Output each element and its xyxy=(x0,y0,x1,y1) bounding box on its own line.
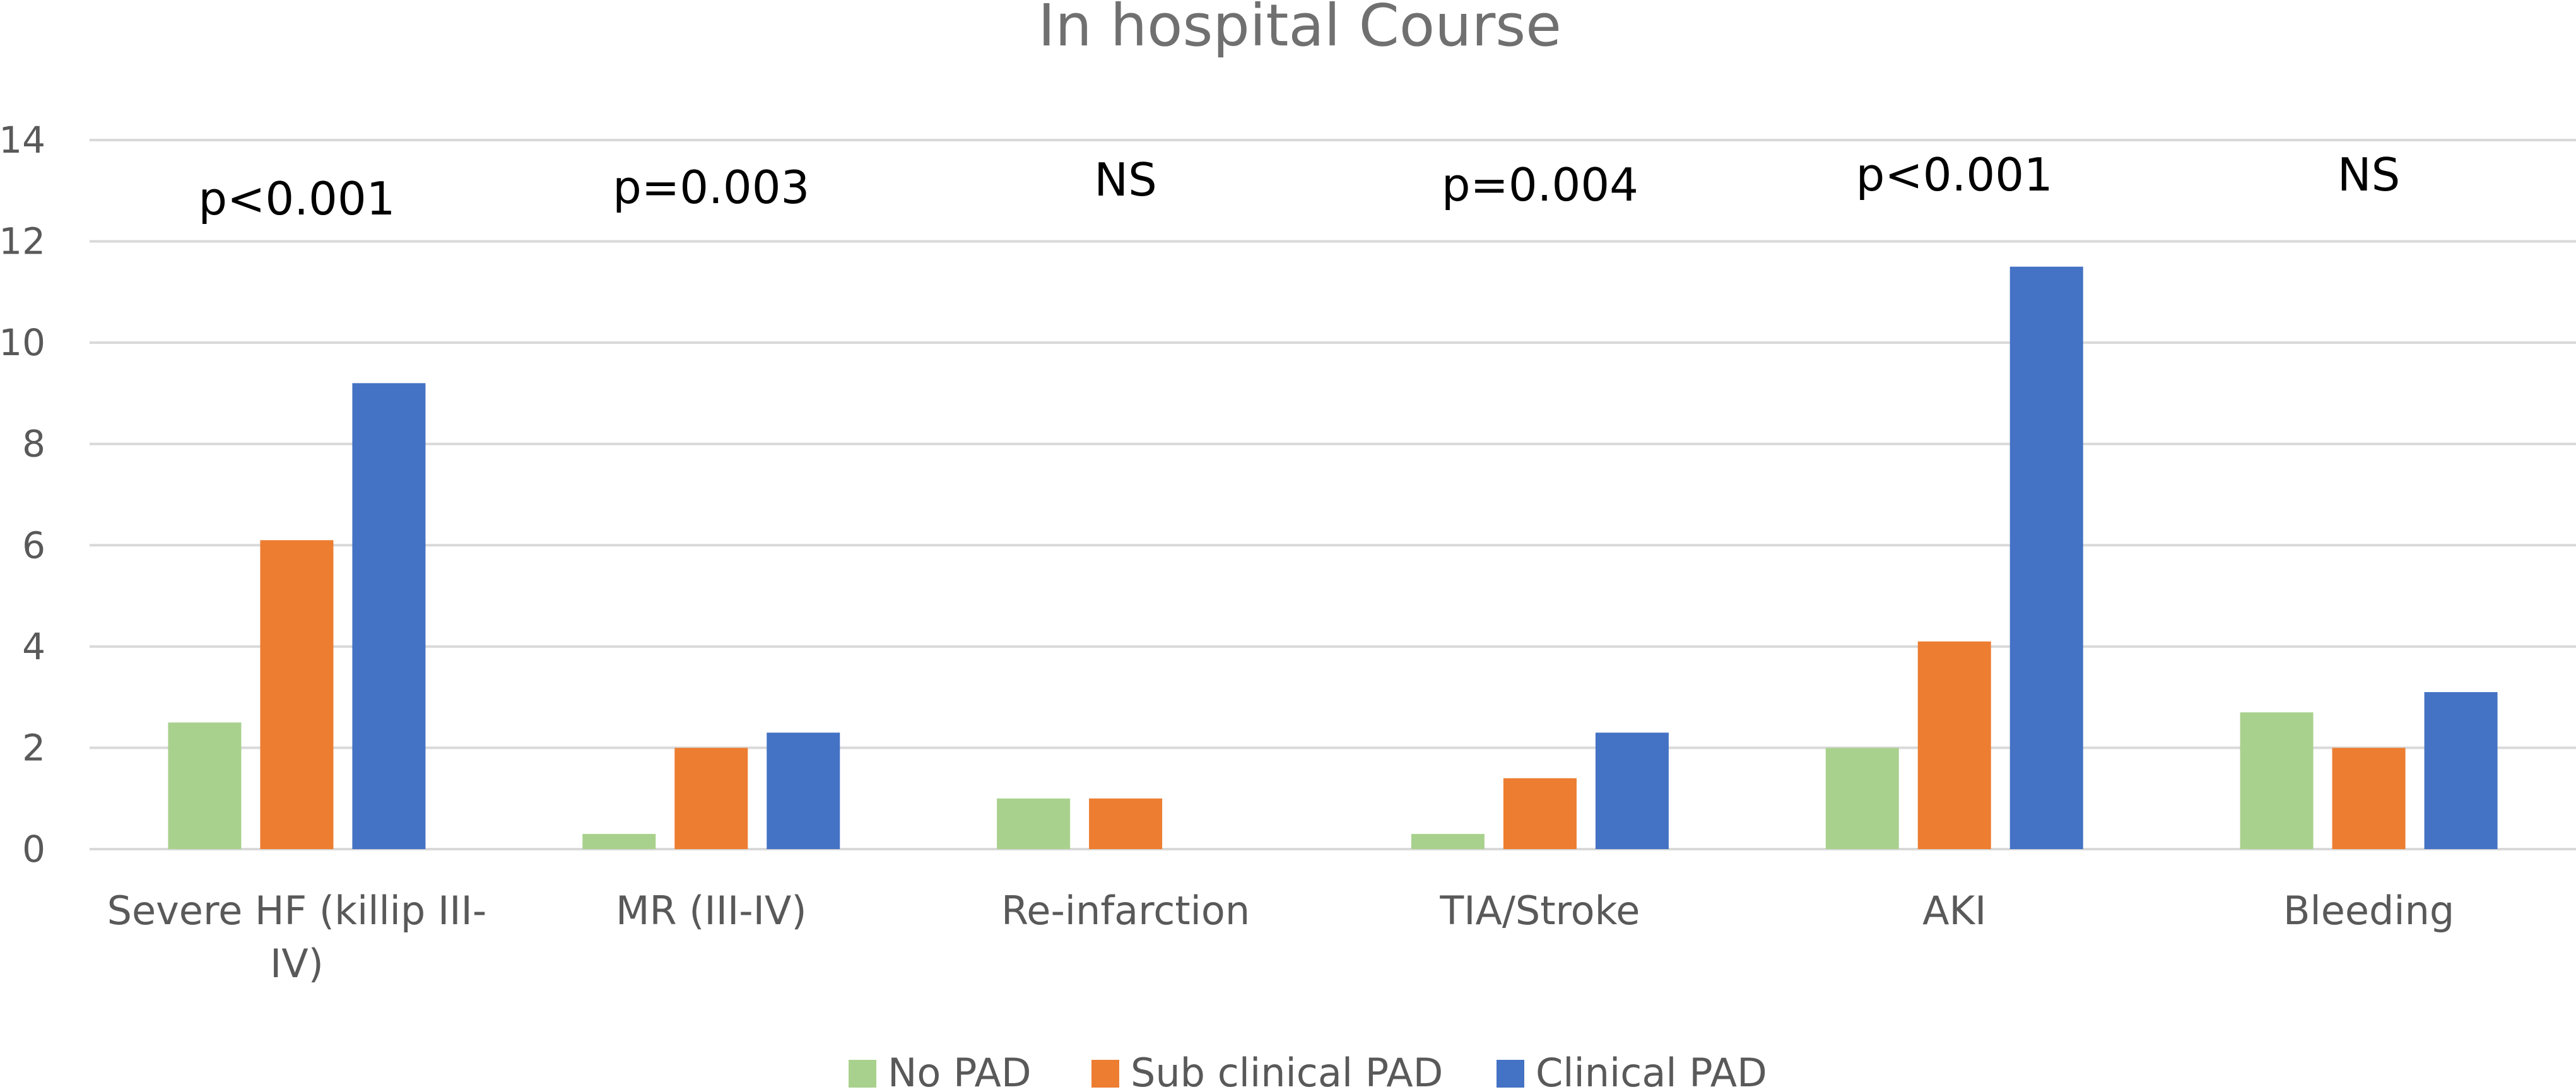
x-tick-label-line: MR (III-IV) xyxy=(616,888,807,934)
bar xyxy=(1503,778,1577,849)
x-tick-label: MR (III-IV) xyxy=(616,888,807,934)
legend-label: No PAD xyxy=(888,1050,1032,1092)
x-tick-label: Severe HF (killip III- IV) xyxy=(107,888,487,987)
bar xyxy=(997,798,1071,849)
x-axis-labels: Severe HF (killip III- IV) MR (III-IV) Re-i… xyxy=(107,888,2455,987)
y-tick-label: 0 xyxy=(22,828,45,871)
bar xyxy=(2009,266,2083,849)
x-tick-label-line: Severe HF (killip III- xyxy=(107,888,487,934)
p-value-label: p=0.004 xyxy=(1442,158,1638,211)
bar xyxy=(2332,748,2406,849)
bar xyxy=(168,722,242,849)
x-tick-label-line: TIA/Stroke xyxy=(1439,888,1640,934)
bar xyxy=(2240,712,2314,849)
x-tick-label-line: IV) xyxy=(270,941,324,987)
legend-swatch xyxy=(849,1060,876,1088)
p-value-label: p<0.001 xyxy=(198,172,395,225)
bar xyxy=(1595,732,1669,849)
legend-label: Clinical PAD xyxy=(1536,1050,1767,1092)
p-value-label: p=0.003 xyxy=(613,161,809,214)
x-tick-label: AKI xyxy=(1922,888,1986,934)
x-tick-label-line: Bleeding xyxy=(2283,888,2454,934)
gridlines xyxy=(90,139,2576,850)
y-tick-label: 12 xyxy=(0,220,45,263)
y-tick-label: 6 xyxy=(22,524,45,567)
bar xyxy=(1825,748,1899,849)
x-tick-label-line: Re-infarction xyxy=(1001,888,1250,934)
x-tick-label: Bleeding xyxy=(2283,888,2454,934)
y-tick-label: 14 xyxy=(0,119,45,161)
x-tick-label-line: AKI xyxy=(1922,888,1986,934)
legend-swatch xyxy=(1091,1060,1119,1088)
legend-swatch xyxy=(1497,1060,1524,1088)
bars xyxy=(168,266,2498,849)
chart-title: In hospital Course xyxy=(1038,0,1561,59)
y-tick-label: 2 xyxy=(22,726,45,769)
y-tick-label: 8 xyxy=(22,423,45,466)
bar xyxy=(352,383,426,849)
x-tick-label: Re-infarction xyxy=(1001,888,1250,934)
x-tick-label: TIA/Stroke xyxy=(1439,888,1640,934)
p-value-label: NS xyxy=(2338,148,2401,201)
bar xyxy=(1089,798,1163,849)
y-axis-ticks: 0 2 4 6 8 10 12 14 xyxy=(0,119,45,871)
p-value-label: p<0.001 xyxy=(1856,148,2053,201)
bar xyxy=(2424,692,2498,849)
legend-item: Clinical PAD xyxy=(1497,1050,1767,1092)
legend-item: Sub clinical PAD xyxy=(1091,1050,1443,1092)
bar xyxy=(260,540,334,849)
legend-label: Sub clinical PAD xyxy=(1131,1050,1443,1092)
y-tick-label: 10 xyxy=(0,321,45,364)
bar xyxy=(767,732,840,849)
y-tick-label: 4 xyxy=(22,625,45,668)
p-value-label: NS xyxy=(1094,153,1157,206)
legend: No PAD Sub clinical PAD Clinical PAD xyxy=(849,1050,1767,1092)
bar xyxy=(1917,641,1991,849)
bar xyxy=(1411,833,1485,849)
bar xyxy=(674,748,748,849)
p-value-annotations: p<0.001 p=0.003 NS p=0.004 p<0.001 NS xyxy=(198,148,2400,225)
bar xyxy=(582,833,656,849)
legend-item: No PAD xyxy=(849,1050,1032,1092)
